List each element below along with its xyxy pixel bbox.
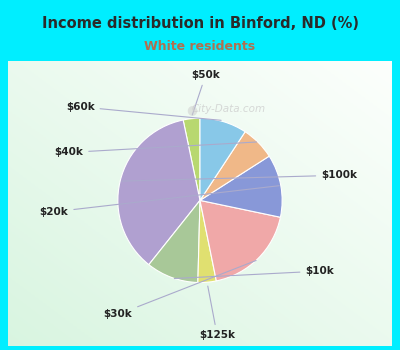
Wedge shape [200, 118, 245, 200]
Wedge shape [149, 200, 200, 282]
Text: $100k: $100k [122, 170, 357, 181]
Text: White residents: White residents [144, 40, 256, 53]
Wedge shape [183, 118, 200, 200]
Wedge shape [118, 120, 200, 265]
Wedge shape [198, 200, 216, 282]
Wedge shape [200, 156, 282, 217]
Wedge shape [200, 200, 280, 281]
Text: $125k: $125k [199, 286, 235, 340]
Text: ●: ● [186, 103, 197, 116]
Text: Income distribution in Binford, ND (%): Income distribution in Binford, ND (%) [42, 16, 358, 31]
Text: $20k: $20k [40, 186, 279, 217]
Wedge shape [200, 132, 269, 200]
Text: $40k: $40k [54, 142, 256, 158]
Text: $50k: $50k [191, 70, 220, 115]
Text: $60k: $60k [66, 102, 221, 120]
Text: City-Data.com: City-Data.com [192, 104, 266, 114]
Text: $30k: $30k [104, 260, 256, 320]
Text: $10k: $10k [174, 266, 334, 279]
